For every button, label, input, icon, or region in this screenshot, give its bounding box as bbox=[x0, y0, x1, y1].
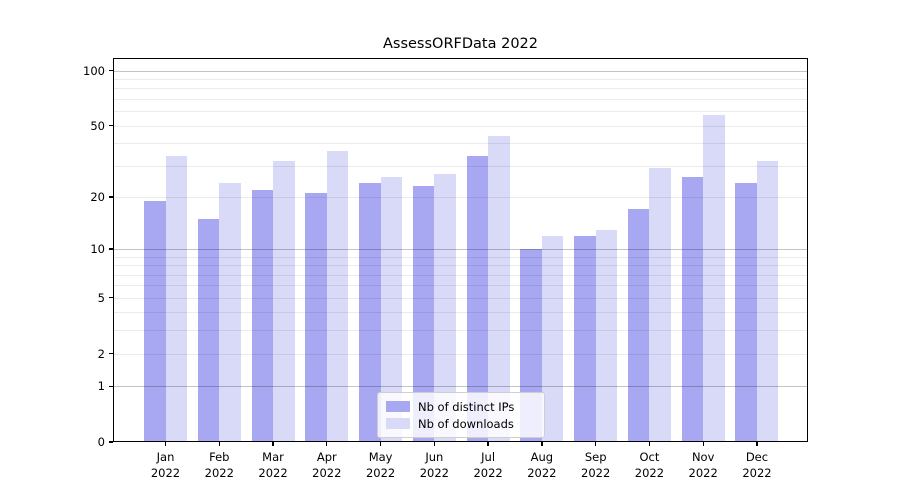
x-tick-label-dec: Dec 2022 bbox=[742, 450, 772, 480]
gridline-major-10 bbox=[113, 248, 808, 250]
x-tick-label-apr: Apr 2022 bbox=[312, 450, 342, 480]
bar-distinct-ips-jan bbox=[144, 200, 166, 442]
x-tick-apr bbox=[326, 442, 328, 446]
x-tick-label-aug: Aug 2022 bbox=[527, 450, 557, 480]
bar-downloads-apr bbox=[326, 151, 349, 442]
y-tick-label-1: 1 bbox=[97, 379, 105, 394]
x-tick-may bbox=[379, 442, 382, 446]
bar-distinct-ips-jul bbox=[466, 155, 489, 442]
x-tick-feb bbox=[218, 442, 220, 446]
gridline-minor-6 bbox=[113, 285, 808, 287]
y-tick-50 bbox=[109, 124, 113, 127]
plot-area: Nb of distinct IPs Nb of downloads bbox=[113, 58, 808, 442]
y-tick-2 bbox=[109, 352, 113, 355]
gridline-minor-30 bbox=[113, 165, 808, 167]
y-tick-10 bbox=[109, 248, 113, 250]
x-tick-dec bbox=[756, 442, 758, 446]
y-tick-label-5: 5 bbox=[97, 290, 105, 305]
y-tick-100 bbox=[109, 69, 113, 72]
gridline-minor-50 bbox=[113, 125, 808, 127]
bar-distinct-ips-apr bbox=[305, 193, 327, 442]
x-tick-label-feb: Feb 2022 bbox=[204, 450, 234, 480]
gridline-minor-8 bbox=[113, 265, 808, 267]
x-tick-sep bbox=[595, 442, 597, 446]
legend-swatch-downloads bbox=[386, 418, 410, 429]
bar-distinct-ips-may bbox=[359, 182, 381, 442]
y-tick-20 bbox=[109, 196, 113, 198]
y-tick-label-0: 0 bbox=[97, 435, 105, 449]
x-tick-label-oct: Oct 2022 bbox=[634, 450, 665, 480]
bar-downloads-may bbox=[380, 176, 403, 442]
gridline-minor-40 bbox=[113, 143, 808, 145]
gridline-minor-9 bbox=[113, 256, 808, 258]
y-tick-0 bbox=[109, 441, 113, 443]
x-tick-label-may: May 2022 bbox=[365, 450, 396, 480]
x-tick-jul bbox=[487, 442, 489, 446]
legend: Nb of distinct IPs Nb of downloads bbox=[377, 392, 545, 438]
gridline-major-1 bbox=[113, 386, 808, 388]
bar-downloads-sep bbox=[595, 229, 618, 442]
gridline-minor-5 bbox=[113, 297, 808, 299]
bar-downloads-oct bbox=[649, 168, 671, 442]
bar-downloads-jun bbox=[434, 173, 456, 442]
gridline-minor-80 bbox=[113, 88, 808, 90]
x-tick-aug bbox=[541, 442, 543, 446]
gridline-major-100 bbox=[113, 70, 808, 72]
bar-distinct-ips-nov bbox=[681, 176, 704, 442]
y-tick-label-2: 2 bbox=[97, 346, 105, 361]
gridline-minor-7 bbox=[113, 274, 808, 276]
x-tick-label-jan: Jan 2022 bbox=[150, 450, 181, 480]
y-tick-label-10: 10 bbox=[90, 241, 105, 256]
x-tick-nov bbox=[702, 442, 704, 446]
x-tick-jan bbox=[164, 442, 167, 446]
gridline-minor-60 bbox=[113, 111, 808, 113]
bar-downloads-aug bbox=[541, 235, 564, 442]
bar-distinct-ips-feb bbox=[197, 218, 220, 442]
legend-row-downloads: Nb of downloads bbox=[386, 415, 536, 432]
legend-row-distinct-ips: Nb of distinct IPs bbox=[386, 398, 536, 415]
chart-title: AssessORFData 2022 bbox=[382, 36, 539, 52]
bar-downloads-dec bbox=[756, 160, 779, 442]
y-tick-1 bbox=[109, 385, 113, 387]
y-tick-label-50: 50 bbox=[90, 118, 105, 133]
legend-label-downloads: Nb of downloads bbox=[418, 416, 514, 431]
gridline-minor-3 bbox=[113, 330, 808, 332]
x-tick-mar bbox=[272, 442, 274, 446]
legend-label-distinct-ips: Nb of distinct IPs bbox=[418, 399, 515, 414]
gridline-minor-70 bbox=[113, 98, 808, 100]
x-tick-label-nov: Nov 2022 bbox=[688, 450, 718, 480]
bar-distinct-ips-oct bbox=[627, 209, 650, 442]
bar-distinct-ips-dec bbox=[735, 182, 757, 442]
gridline-minor-20 bbox=[113, 196, 808, 198]
gridline-minor-90 bbox=[113, 78, 808, 80]
gridline-minor-4 bbox=[113, 312, 808, 314]
x-tick-label-jun: Jun 2022 bbox=[419, 450, 449, 480]
bar-downloads-jul bbox=[488, 135, 510, 442]
bar-downloads-nov bbox=[703, 115, 725, 442]
y-tick-label-100: 100 bbox=[83, 63, 105, 78]
x-tick-label-jul: Jul 2022 bbox=[473, 450, 503, 480]
bar-distinct-ips-sep bbox=[574, 235, 596, 442]
x-tick-oct bbox=[648, 442, 651, 446]
bar-distinct-ips-mar bbox=[251, 189, 274, 442]
bar-downloads-mar bbox=[273, 160, 295, 442]
x-tick-label-mar: Mar 2022 bbox=[258, 450, 288, 480]
bar-downloads-jan bbox=[165, 155, 187, 442]
x-tick-jun bbox=[433, 442, 435, 446]
y-tick-5 bbox=[109, 297, 113, 299]
x-tick-label-sep: Sep 2022 bbox=[581, 450, 611, 480]
bar-downloads-feb bbox=[219, 182, 241, 442]
gridline-minor-2 bbox=[113, 353, 808, 355]
y-tick-label-20: 20 bbox=[90, 189, 105, 204]
bar-distinct-ips-jun bbox=[412, 186, 435, 442]
legend-swatch-distinct-ips bbox=[386, 401, 410, 412]
